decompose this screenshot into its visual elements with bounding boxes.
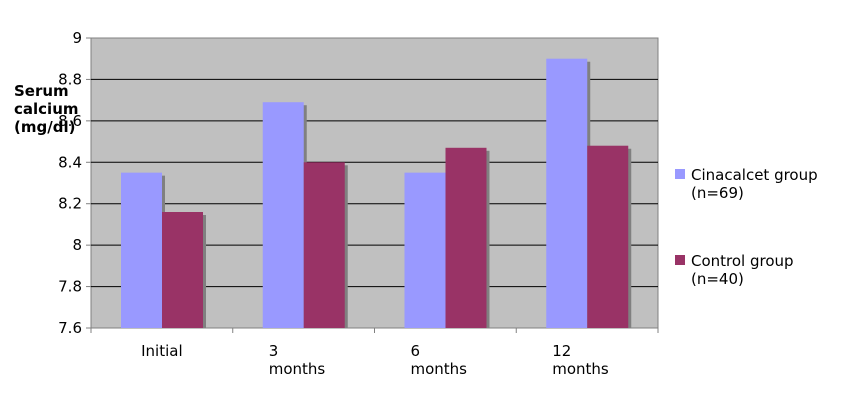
- legend-item-control: Control group (n=40): [675, 252, 840, 292]
- bar-control-2: [445, 147, 487, 328]
- x-category-label: Initial: [141, 342, 183, 360]
- y-tick-label: 7.6: [58, 319, 82, 337]
- legend-swatch-cinacalcet: [675, 169, 685, 179]
- bar-cinacalcet-1: [262, 102, 304, 328]
- bar-control-0: [162, 212, 203, 328]
- y-tick-label: 9: [72, 29, 82, 47]
- bar-cinacalcet-3: [546, 58, 588, 328]
- bar-control-3: [587, 145, 629, 328]
- legend-label-control: Control group (n=40): [691, 252, 794, 288]
- y-tick-label: 8.4: [58, 153, 82, 171]
- y-tick-label: 8.6: [58, 112, 82, 130]
- x-axis: Initial 3 months 6 months 12 months: [90, 328, 659, 378]
- bars: [121, 58, 632, 328]
- x-category-label: 12 months: [552, 342, 609, 378]
- legend-item-cinacalcet: Cinacalcet group (n=69): [675, 166, 840, 206]
- y-tick-label: 7.8: [58, 278, 82, 296]
- x-category-label: 3 months: [269, 342, 326, 378]
- x-category-label: 6 months: [411, 342, 468, 378]
- legend: Cinacalcet group (n=69) Control group (n…: [675, 166, 840, 338]
- y-tick-label: 8.2: [58, 195, 82, 213]
- legend-label-cinacalcet: Cinacalcet group (n=69): [691, 166, 818, 202]
- legend-swatch-control: [675, 255, 685, 265]
- y-axis-label: Serum calcium (mg/dl): [14, 82, 79, 136]
- y-tick-label: 8: [72, 236, 82, 254]
- y-axis-tick-labels: 7.6 7.8 8 8.2 8.4 8.6 8.8 9: [58, 29, 91, 337]
- bar-cinacalcet-2: [404, 172, 446, 328]
- y-tick-label: 8.8: [58, 70, 82, 88]
- bar-control-1: [303, 162, 345, 328]
- bar-cinacalcet-0: [121, 172, 162, 328]
